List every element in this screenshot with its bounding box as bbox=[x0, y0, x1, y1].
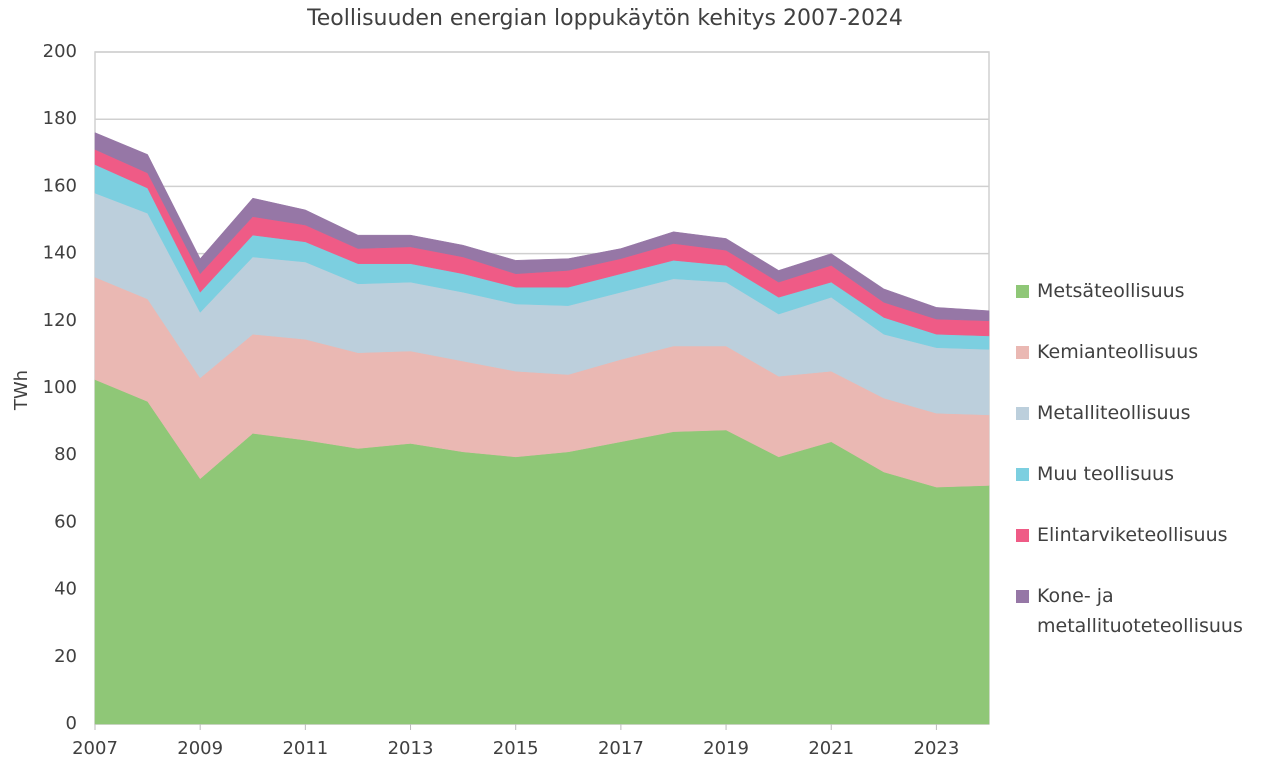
legend-label: Metsäteollisuus bbox=[1037, 280, 1185, 302]
y-tick-label: 180 bbox=[43, 108, 77, 129]
legend-swatch bbox=[1016, 468, 1029, 481]
x-tick-label: 2009 bbox=[177, 738, 223, 759]
x-tick-label: 2021 bbox=[808, 738, 854, 759]
legend-swatch bbox=[1016, 346, 1029, 359]
legend-swatch bbox=[1016, 529, 1029, 542]
legend-label: Elintarviketeollisuus bbox=[1037, 524, 1228, 546]
x-tick-label: 2019 bbox=[703, 738, 749, 759]
legend-item: Metsäteollisuus bbox=[1016, 276, 1278, 337]
legend-label: Kemianteollisuus bbox=[1037, 341, 1199, 363]
chart-title: Teollisuuden energian loppukäytön kehity… bbox=[306, 6, 903, 31]
y-tick-label: 100 bbox=[43, 377, 77, 398]
y-tick-label: 200 bbox=[43, 41, 77, 62]
y-tick-label: 120 bbox=[43, 310, 77, 331]
y-tick-label: 0 bbox=[66, 713, 77, 734]
x-tick-label: 2007 bbox=[72, 738, 118, 759]
y-tick-label: 80 bbox=[54, 444, 77, 465]
legend-item: Kone- ja metallituoteteollisuus bbox=[1016, 581, 1278, 642]
legend-swatch bbox=[1016, 590, 1029, 603]
y-tick-label: 40 bbox=[54, 579, 77, 600]
x-tick-label: 2017 bbox=[598, 738, 644, 759]
y-axis-label: TWh bbox=[11, 370, 32, 411]
legend-label: Metalliteollisuus bbox=[1037, 402, 1191, 424]
y-tick-label: 20 bbox=[54, 646, 77, 667]
legend-label: Muu teollisuus bbox=[1037, 463, 1174, 485]
y-tick-label: 60 bbox=[54, 511, 77, 532]
x-tick-label: 2011 bbox=[282, 738, 328, 759]
legend-swatch bbox=[1016, 285, 1029, 298]
legend-label: Kone- ja metallituoteteollisuus bbox=[1037, 585, 1243, 637]
legend-item: Elintarviketeollisuus bbox=[1016, 520, 1278, 581]
y-tick-label: 140 bbox=[43, 243, 77, 264]
legend-item: Kemianteollisuus bbox=[1016, 337, 1278, 398]
legend-swatch bbox=[1016, 407, 1029, 420]
legend-item: Metalliteollisuus bbox=[1016, 398, 1278, 459]
x-tick-label: 2013 bbox=[388, 738, 434, 759]
area bbox=[94, 132, 990, 322]
legend: Metsäteollisuus Kemianteollisuus Metallite… bbox=[1016, 276, 1278, 642]
x-tick-label: 2015 bbox=[493, 738, 539, 759]
y-tick-label: 160 bbox=[43, 175, 77, 196]
legend-item: Muu teollisuus bbox=[1016, 459, 1278, 520]
x-tick-label: 2023 bbox=[914, 738, 960, 759]
